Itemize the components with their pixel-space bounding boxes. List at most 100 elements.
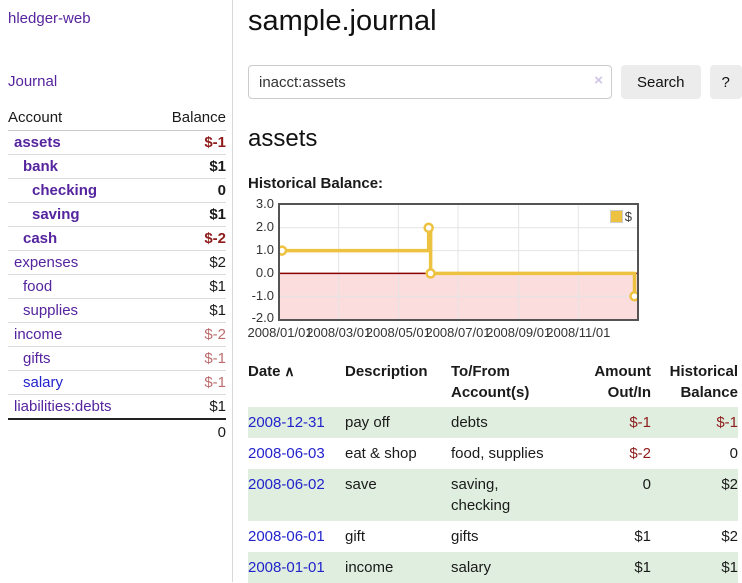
accounts-header-balance: Balance — [151, 106, 226, 131]
account-row: cash $-2 — [8, 226, 226, 251]
sidebar-item-journal[interactable]: Journal — [8, 73, 58, 90]
balance-chart: $ 3.0 2.0 1.0 0.0 -1.0 -2.0 2008/01/01 2008/03… — [247, 196, 644, 341]
chart-plot-area[interactable]: $ — [278, 203, 639, 322]
account-row: expenses $2 — [8, 250, 226, 275]
register-row: 2008-06-02 save saving, checking 0 $2 — [248, 469, 738, 522]
help-button[interactable]: ? — [709, 65, 742, 100]
x-axis-tick-label: 2008/03/01 — [306, 325, 372, 341]
y-axis-tick-label: -1.0 — [251, 287, 274, 303]
y-axis-tick-label: 1.0 — [255, 241, 274, 257]
register-header-date[interactable]: Date ∧ — [248, 363, 295, 381]
transaction-balance: 0 — [729, 445, 738, 463]
account-row: gifts $-1 — [8, 346, 226, 371]
transaction-accounts: gifts — [451, 528, 479, 546]
account-row: checking 0 — [8, 178, 226, 203]
account-link[interactable]: salary — [23, 374, 64, 391]
account-link[interactable]: cash — [23, 230, 58, 247]
search-button[interactable]: Search — [621, 65, 701, 100]
transaction-balance: $1 — [721, 559, 738, 577]
account-balance: $-2 — [151, 322, 226, 347]
account-balance: $-1 — [151, 130, 226, 155]
app-title: hledger-web — [8, 10, 91, 27]
account-link[interactable]: supplies — [23, 302, 79, 319]
account-balance: $1 — [151, 274, 226, 299]
account-row: salary $-1 — [8, 370, 226, 395]
account-balance: $1 — [151, 298, 226, 323]
y-axis-tick-label: 0.0 — [255, 264, 274, 280]
account-balance: $1 — [151, 202, 226, 227]
account-link[interactable]: checking — [32, 182, 98, 199]
transaction-description: save — [345, 476, 377, 494]
account-row: income $-2 — [8, 322, 226, 347]
transaction-date-link[interactable]: 2008-06-03 — [248, 445, 325, 463]
account-heading: assets — [248, 125, 318, 153]
clear-search-icon[interactable]: × — [594, 72, 603, 90]
x-axis-tick-label: 2008/05/01 — [365, 325, 431, 341]
transaction-date-link[interactable]: 2008-06-02 — [248, 476, 325, 494]
register-row: 2008-01-01 income salary $1 $1 — [248, 552, 738, 583]
account-balance: $-1 — [151, 346, 226, 371]
x-axis-tick-label: 2008/01/01 — [247, 325, 313, 341]
transaction-amount: $-1 — [629, 414, 651, 432]
transaction-date-link[interactable]: 2008-01-01 — [248, 559, 325, 577]
account-link[interactable]: bank — [23, 158, 59, 175]
y-axis-tick-label: 2.0 — [255, 219, 274, 235]
account-row: assets $-1 — [8, 130, 226, 155]
search-input[interactable] — [248, 65, 612, 100]
register-header-description: Description — [345, 363, 428, 381]
register-table-body: 2008-12-31 pay off debts $-1 $-1 2008-06-03 ea… — [248, 407, 738, 583]
transaction-amount: $1 — [634, 528, 651, 546]
register-row: 2008-06-03 eat & shop food, supplies $-2 0 — [248, 438, 738, 469]
transaction-accounts: saving, checking — [451, 476, 511, 515]
accounts-total-row: 0 — [8, 418, 226, 444]
transaction-amount: $-2 — [629, 445, 651, 463]
legend-swatch-icon — [609, 210, 623, 224]
accounts-header-account: Account — [8, 106, 152, 131]
transaction-amount: 0 — [642, 476, 651, 494]
transaction-balance: $-1 — [716, 414, 738, 432]
chart-title: Historical Balance: — [248, 175, 384, 193]
account-row: saving $1 — [8, 202, 226, 227]
transaction-description: gift — [345, 528, 366, 546]
legend-label: $ — [624, 209, 632, 225]
transaction-date-link[interactable]: 2008-06-01 — [248, 528, 325, 546]
transaction-description: pay off — [345, 414, 390, 432]
transaction-balance: $2 — [721, 528, 738, 546]
account-row: supplies $1 — [8, 298, 226, 323]
account-link[interactable]: gifts — [23, 350, 51, 367]
account-link[interactable]: food — [23, 278, 53, 295]
account-balance: $1 — [151, 394, 226, 420]
accounts-total-value: 0 — [151, 418, 226, 444]
x-axis-tick-label: 2008/09/01 — [486, 325, 552, 341]
account-link[interactable]: liabilities:debts — [14, 398, 112, 415]
account-link[interactable]: saving — [32, 206, 80, 223]
search-form: × Search ? — [248, 65, 742, 100]
account-balance: $-1 — [151, 370, 226, 395]
register-header-row: Date ∧ Description To/From Account(s) Amoun… — [248, 357, 738, 407]
account-link[interactable]: expenses — [14, 254, 79, 271]
register-row: 2008-06-01 gift gifts $1 $2 — [248, 521, 738, 552]
main-content: sample.journal × Search ? assets Histori… — [233, 0, 742, 583]
register-header-historical: Historical Balance — [669, 363, 738, 402]
x-axis-tick-label: 2008/07/01 — [425, 325, 491, 341]
y-axis-tick-label: -2.0 — [251, 310, 274, 326]
page-title: sample.journal — [248, 5, 437, 37]
sort-ascending-icon: ∧ — [280, 363, 295, 380]
accounts-table: Account Balance assets $-1 bank $1 checking 0… — [8, 106, 226, 444]
transaction-accounts: salary — [451, 559, 492, 577]
chart-legend: $ — [608, 209, 633, 225]
y-axis-tick-label: 3.0 — [255, 196, 274, 212]
account-row: liabilities:debts $1 — [8, 394, 226, 420]
transaction-date-link[interactable]: 2008-12-31 — [248, 414, 325, 432]
search-input-wrap: × — [248, 65, 612, 100]
chart-canvas — [280, 205, 637, 320]
x-axis-tick-label: 2008/11/01 — [546, 325, 611, 341]
account-link[interactable]: income — [14, 326, 63, 343]
sidebar: hledger-web Journal Account Balance asse… — [0, 0, 233, 582]
transaction-description: eat & shop — [345, 445, 417, 463]
account-balance: $1 — [151, 154, 226, 179]
account-link[interactable]: assets — [14, 134, 61, 151]
transaction-description: income — [345, 559, 394, 577]
accounts-table-body: assets $-1 bank $1 checking 0 saving $1 cash $-2 e… — [8, 130, 226, 444]
